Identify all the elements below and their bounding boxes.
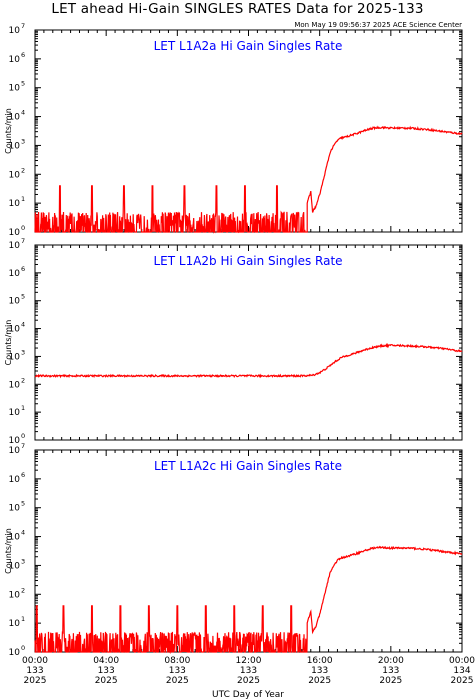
panel-title: LET L1A2b Hi Gain Singles Rate [153,254,342,268]
generated-timestamp: Mon May 19 09:56:37 2025 ACE Science Cen… [294,21,462,29]
y-tick-label: 10 [9,408,21,418]
y-axis-label: Counts/min [4,320,13,366]
panel-title: LET L1A2a Hi Gain Singles Rate [154,39,343,53]
y-axis-label: Counts/min [4,108,13,154]
page-title: LET ahead Hi-Gain SINGLES RATES Data for… [51,1,424,17]
y-tick-label-exponent: 0 [21,224,25,232]
y-tick-label-exponent: 0 [21,644,25,652]
y-tick-label-exponent: 7 [21,442,25,450]
y-tick-label: 10 [9,561,21,571]
x-tick-label-year: 2025 [24,676,47,686]
y-tick-label-exponent: 7 [21,22,25,30]
x-tick-label-day: 133 [382,666,399,676]
y-tick-label-exponent: 7 [21,237,25,245]
x-tick-label-day: 133 [311,666,328,676]
y-tick-label: 10 [9,325,21,335]
y-tick-label-exponent: 3 [21,137,25,145]
y-tick-label-exponent: 3 [21,348,25,356]
y-tick-label: 10 [9,590,21,600]
y-tick-label-exponent: 5 [21,80,25,88]
y-tick-label-exponent: 0 [21,432,25,440]
y-tick-label: 10 [9,199,21,209]
y-tick-label-exponent: 5 [21,293,25,301]
x-tick-label-time: 04:00 [93,656,119,666]
plot-frame [34,449,463,653]
y-tick-label-exponent: 2 [21,586,25,594]
y-tick-label: 10 [9,113,21,123]
x-tick-label-time: 00:00 [22,656,48,666]
panel-title: LET L1A2c Hi Gain Singles Rate [154,459,342,473]
y-tick-label-exponent: 2 [21,166,25,174]
y-tick-label-exponent: 2 [21,376,25,384]
x-tick-label-year: 2025 [237,676,260,686]
x-tick-label-day: 133 [169,666,186,676]
y-tick-label-exponent: 4 [21,321,25,329]
y-tick-label: 10 [9,26,21,36]
x-tick-label-day: 134 [453,666,470,676]
y-tick-label: 10 [9,170,21,180]
data-series-line [34,342,463,379]
data-series-line [34,545,463,655]
y-tick-label-exponent: 1 [21,615,25,623]
x-tick-label-day: 133 [26,666,43,676]
y-tick-label: 10 [9,352,21,362]
y-tick-label-exponent: 6 [21,51,25,59]
y-tick-label: 10 [9,55,21,65]
y-tick-label: 10 [9,84,21,94]
y-tick-label-exponent: 6 [21,265,25,273]
x-tick-label-year: 2025 [308,676,331,686]
y-tick-label-exponent: 5 [21,500,25,508]
x-tick-label-year: 2025 [379,676,402,686]
y-tick-label: 10 [9,648,21,658]
data-series-line [34,125,463,234]
y-tick-label: 10 [9,141,21,151]
y-tick-label: 10 [9,228,21,238]
x-tick-label-year: 2025 [451,676,474,686]
y-tick-label-exponent: 4 [21,529,25,537]
y-tick-label: 10 [9,241,21,251]
y-tick-label: 10 [9,619,21,629]
x-tick-labels: 00:00133202504:00133202508:00133202512:0… [22,656,475,686]
y-tick-label: 10 [9,436,21,446]
x-tick-label-day: 133 [98,666,115,676]
y-tick-label-exponent: 4 [21,109,25,117]
x-tick-label-year: 2025 [95,676,118,686]
y-axis-label: Counts/min [4,528,13,574]
x-tick-label-time: 00:00 [449,656,475,666]
y-tick-label: 10 [9,380,21,390]
x-tick-label-time: 08:00 [164,656,190,666]
plot-frame [34,244,463,441]
y-tick-label: 10 [9,269,21,279]
y-tick-label-exponent: 1 [21,404,25,412]
y-tick-label: 10 [9,533,21,543]
x-tick-label-time: 12:00 [236,656,262,666]
x-tick-label-year: 2025 [166,676,189,686]
x-tick-label-time: 16:00 [307,656,333,666]
x-axis-label: UTC Day of Year [212,690,284,700]
y-tick-label-exponent: 3 [21,557,25,565]
y-tick-label: 10 [9,504,21,514]
y-tick-label-exponent: 1 [21,195,25,203]
y-tick-label: 10 [9,446,21,456]
y-tick-label-exponent: 6 [21,471,25,479]
y-tick-label: 10 [9,475,21,485]
y-tick-label: 10 [9,297,21,307]
plot-frame [34,29,463,233]
x-tick-label-day: 133 [240,666,257,676]
x-tick-label-time: 20:00 [378,656,404,666]
